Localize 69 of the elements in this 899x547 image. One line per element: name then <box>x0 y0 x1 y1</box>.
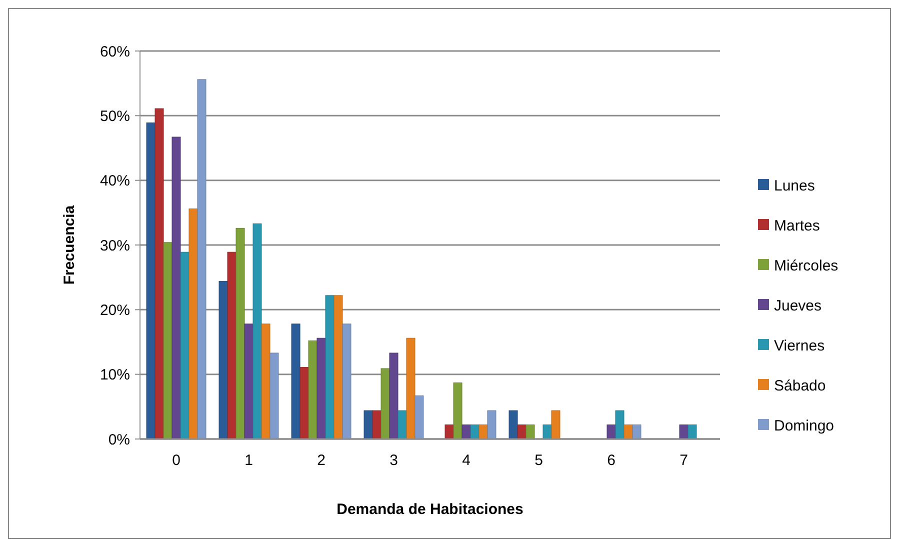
bar <box>244 324 254 440</box>
bar <box>453 382 462 440</box>
bar <box>406 338 416 440</box>
bar <box>615 410 624 440</box>
bar <box>308 340 318 440</box>
bar <box>261 324 270 440</box>
bar <box>334 295 343 440</box>
bar <box>197 79 206 440</box>
bar <box>172 136 181 440</box>
bar <box>218 280 228 440</box>
y-tick-label: 0% <box>108 431 130 448</box>
bar <box>517 424 526 440</box>
bar <box>372 410 382 440</box>
bar <box>163 242 172 440</box>
x-axis-title: Demanda de Habitaciones <box>336 501 524 518</box>
bar <box>252 223 262 440</box>
legend-label: Martes <box>774 217 820 234</box>
legend-label: Jueves <box>774 297 822 314</box>
legend-label: Sábado <box>774 377 826 394</box>
bar <box>542 424 552 440</box>
y-tick-label: 60% <box>100 43 130 60</box>
bar <box>624 424 633 440</box>
bar <box>380 368 390 440</box>
bar <box>180 252 190 440</box>
bar <box>478 424 488 440</box>
x-tick-label: 3 <box>390 452 398 469</box>
legend-label: Miércoles <box>774 257 838 274</box>
legend-label: Domingo <box>774 417 834 434</box>
x-tick-label: 6 <box>607 452 616 469</box>
bar <box>154 108 164 440</box>
bar <box>146 122 156 440</box>
bar <box>470 424 480 440</box>
bar <box>526 424 535 440</box>
bar <box>270 352 279 440</box>
bar <box>364 410 373 440</box>
bar <box>414 395 424 440</box>
y-tick-label: 30% <box>100 237 130 254</box>
bar <box>679 424 688 440</box>
y-tick-label: 40% <box>100 172 130 190</box>
bar <box>462 424 471 440</box>
bar <box>325 295 334 440</box>
bar <box>188 208 198 440</box>
x-tick-label: 5 <box>534 452 543 469</box>
bar <box>227 252 236 440</box>
y-tick-label: 10% <box>100 366 130 384</box>
legend-label: Lunes <box>774 177 815 194</box>
bar <box>300 366 309 440</box>
bar <box>632 424 642 440</box>
x-tick-label: 7 <box>680 452 688 469</box>
bar <box>688 424 697 440</box>
y-tick-label: 50% <box>100 108 130 125</box>
bar <box>236 228 245 440</box>
bar <box>606 424 616 440</box>
legend-label: Viernes <box>774 337 825 354</box>
bar <box>551 410 560 440</box>
y-axis-title: Frecuencia <box>61 204 78 285</box>
bar <box>398 410 407 440</box>
bar <box>389 352 398 440</box>
bar <box>487 410 496 440</box>
bar <box>342 324 352 440</box>
bar <box>444 424 454 440</box>
y-tick-label: 20% <box>100 302 130 319</box>
bar <box>316 338 326 440</box>
x-tick-label: 1 <box>244 452 253 469</box>
bar <box>291 324 300 440</box>
x-tick-label: 4 <box>462 452 470 469</box>
x-tick-label: 0 <box>172 452 180 469</box>
x-tick-label: 2 <box>317 452 326 469</box>
bar <box>508 410 518 440</box>
